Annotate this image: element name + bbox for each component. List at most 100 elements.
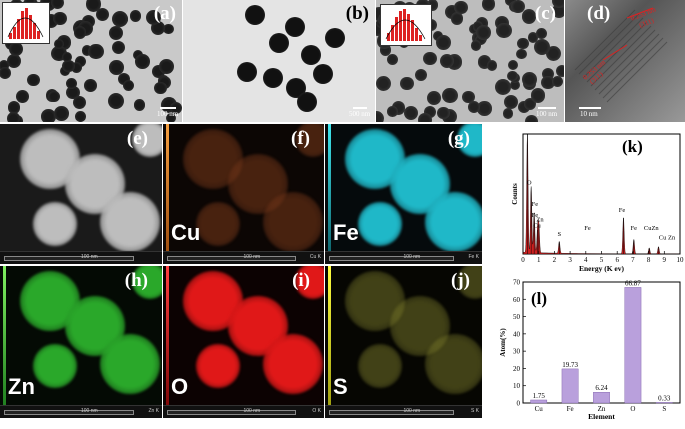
nanoparticle <box>414 68 427 82</box>
nanoparticle <box>129 10 141 22</box>
nanoparticle <box>439 53 455 69</box>
nanoparticle <box>7 101 21 114</box>
bar-S <box>655 402 673 404</box>
nanoparticle <box>107 93 124 110</box>
nanoparticle <box>112 41 126 55</box>
eds-peak-label: S <box>558 231 562 238</box>
nanoparticle <box>521 9 537 24</box>
element-label-s: S <box>333 374 348 399</box>
particle-map-region <box>295 124 324 157</box>
nanoparticle <box>427 0 439 11</box>
map-etag-f: Cu K <box>309 254 321 260</box>
eds-x-tick-label: 4 <box>584 256 588 264</box>
bar-y-tick-label: 60 <box>513 296 521 304</box>
nanoparticle <box>376 75 392 91</box>
eds-peak-label: Cu <box>533 223 541 230</box>
nanoparticle <box>387 106 399 117</box>
panel-a-tem-image: (a) 100 nm <box>0 0 182 122</box>
map-ruler-j <box>329 410 454 415</box>
map-footer-text-e: 100 nm <box>81 254 98 260</box>
eds-x-tick-label: 6 <box>615 256 619 264</box>
panel-label-i: (i) <box>292 270 310 291</box>
nanoparticle <box>435 35 451 50</box>
particle-map-region <box>100 334 160 394</box>
map-ruler-e <box>4 256 134 261</box>
zn-particles <box>0 266 162 418</box>
nanoparticle <box>541 75 555 89</box>
nanoparticle <box>535 28 547 40</box>
particle-map-region <box>425 334 482 394</box>
eds-peak-label: Fe <box>584 225 591 232</box>
nanoparticle <box>73 25 87 39</box>
nanoparticle <box>517 100 530 113</box>
particle-map-region <box>358 202 402 246</box>
particle-map-region <box>263 334 323 394</box>
bar-value-label: 1.75 <box>533 392 546 400</box>
eds-peak-label: Fe <box>532 201 539 208</box>
panel-l-atom-bar-chart: 0 10 20 30 40 50 60 70 1.75 Cu 19.73 Fe 6.24 Zn 66.87 O… <box>490 276 685 425</box>
nanoparticle <box>546 46 562 62</box>
particle-field-b <box>183 0 375 122</box>
particle-field-a <box>0 0 182 122</box>
particle-map-region <box>132 124 162 157</box>
nanoparticle <box>486 60 498 71</box>
nanoparticle <box>404 106 419 121</box>
nanoparticle <box>467 101 480 114</box>
nanoparticle <box>50 0 64 10</box>
bar-O <box>624 287 642 404</box>
nanoparticle <box>511 0 525 14</box>
panel-label-j: (j) <box>451 270 470 291</box>
nanoparticle <box>325 28 345 48</box>
bar-y-tick-label: 30 <box>513 348 521 356</box>
color-bar-f <box>166 124 169 252</box>
haadf-particles <box>0 124 162 264</box>
scale-text-a: 100 nm <box>157 110 179 118</box>
nanoparticle <box>475 25 491 41</box>
nanoparticle <box>509 79 521 91</box>
eds-peak-label: Fe <box>532 212 539 219</box>
nanoparticle <box>527 32 538 43</box>
nanoparticle <box>75 111 87 122</box>
map-etag-j: S K <box>470 408 479 414</box>
nanoparticle <box>462 90 476 104</box>
nanoparticle <box>552 0 564 8</box>
panel-f-cu-map: (f) Cu 100 nm Cu K <box>163 124 324 264</box>
nanoparticle <box>27 74 40 87</box>
nanoparticle <box>95 7 109 21</box>
bar-x-tick-label: Zn <box>598 405 606 413</box>
map-ruler-h <box>4 410 134 415</box>
scale-text-d: 10 nm <box>580 110 598 118</box>
map-footer-j: 100 nm S K <box>325 405 482 418</box>
particle-map-region <box>358 344 402 388</box>
nanoparticle <box>313 64 333 84</box>
eds-peak-label: Fe <box>619 207 626 214</box>
o-particles <box>163 266 324 418</box>
panel-j-s-map: (j) S 100 nm S K <box>325 266 482 418</box>
nanoparticle <box>133 98 146 111</box>
nanoparticle <box>84 79 97 92</box>
panel-k-eds-spectrum: O Fe Fe Zn Cu S Fe Fe Fe CuZn Cu Zn 0 1 2 3 4 5 6 7 8 9 10 Ene… <box>490 124 685 274</box>
nanoparticle <box>7 112 21 122</box>
particle-map-region <box>196 202 240 246</box>
nanoparticle <box>263 68 283 88</box>
color-bar-g <box>328 124 331 252</box>
nanoparticle <box>111 10 128 27</box>
particle-map-region <box>132 266 162 299</box>
map-ruler-i <box>167 410 296 415</box>
nanoparticle <box>502 107 514 119</box>
eds-x-tick-label: 0 <box>521 256 525 264</box>
nanoparticle <box>521 72 537 87</box>
nanoparticle <box>145 10 161 26</box>
panel-i-o-map: (i) O 100 nm O K <box>163 266 324 418</box>
eds-x-tick-label: 5 <box>600 256 604 264</box>
eds-peak-label: CuZn <box>644 225 660 232</box>
nanoparticle <box>495 22 512 39</box>
panel-label-b: (b) <box>345 3 369 24</box>
nanoparticle <box>16 90 30 104</box>
map-ruler-g <box>329 256 454 261</box>
nanoparticle <box>475 34 487 46</box>
eds-peak-label: Cu Zn <box>659 235 676 242</box>
bar-y-tick-label: 40 <box>513 330 521 338</box>
particle-map-region <box>33 344 77 388</box>
